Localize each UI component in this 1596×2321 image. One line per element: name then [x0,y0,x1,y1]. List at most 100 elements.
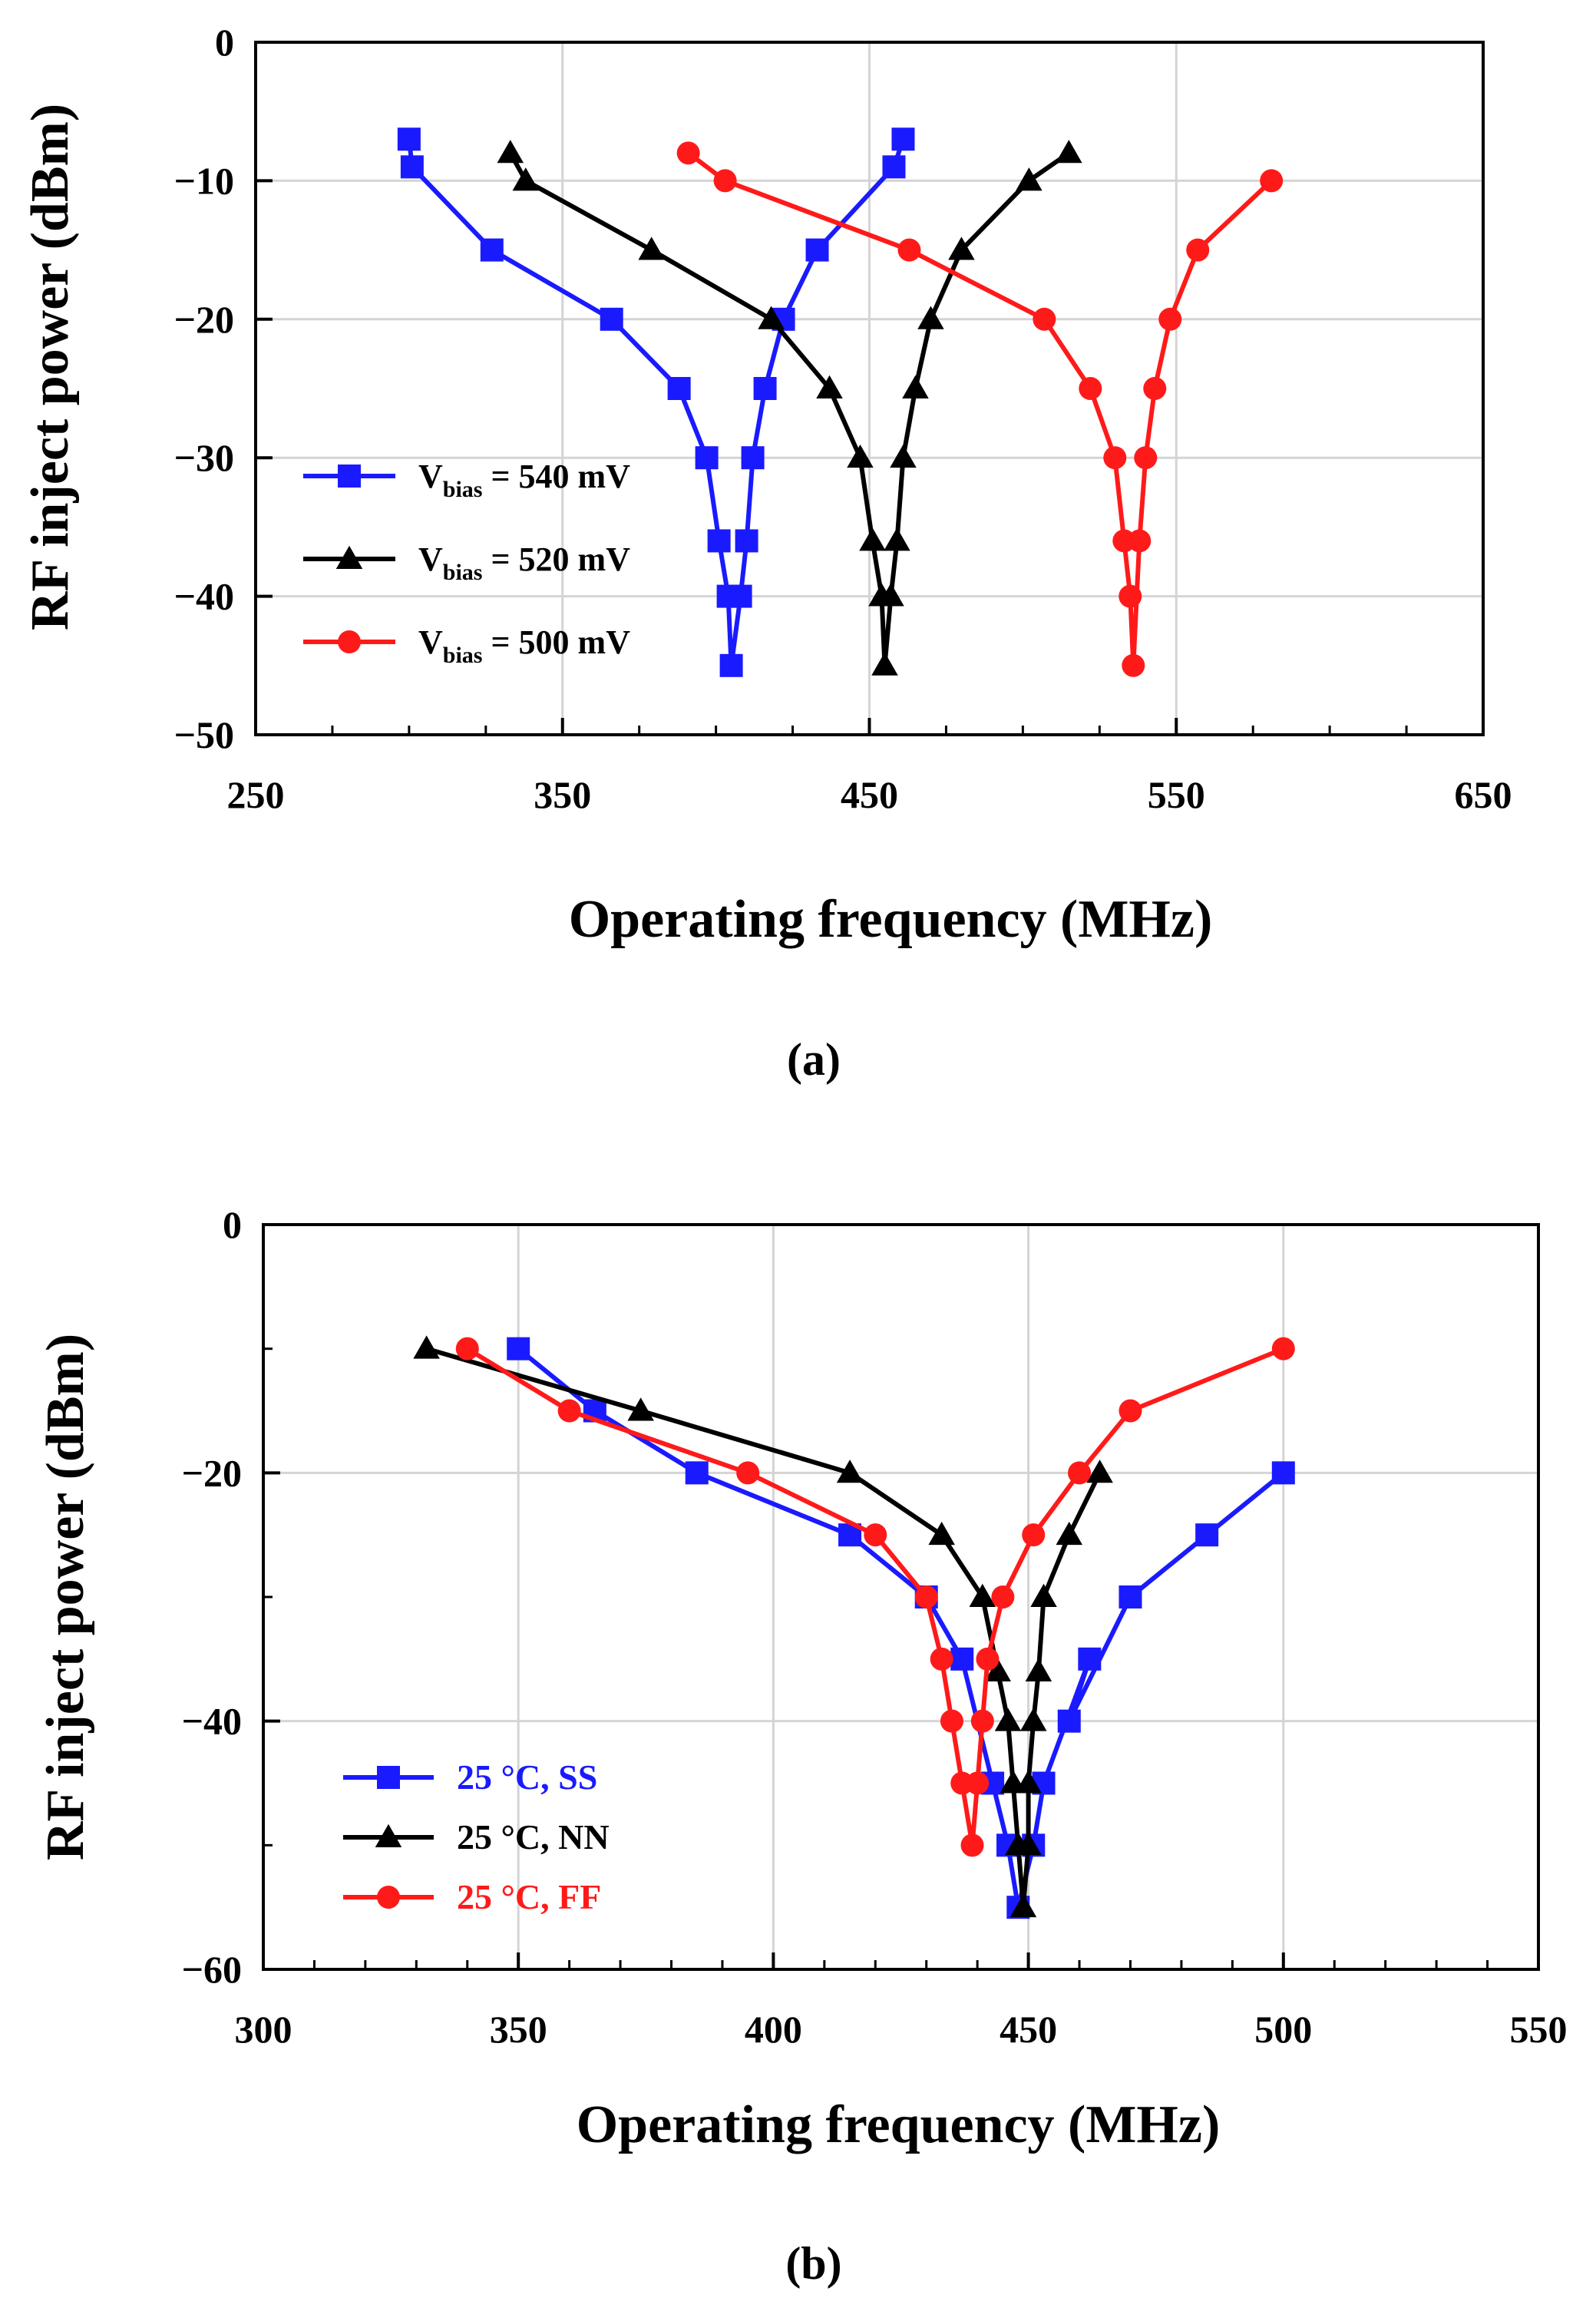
y-tick-label: −50 [174,713,235,756]
data-point [627,1397,654,1421]
legend-marker [335,545,363,569]
data-point [816,375,843,398]
series-3 [676,141,1284,677]
data-point [864,1523,887,1547]
x-axis-label-b: Operating frequency (MHz) [577,2095,1221,2154]
legend-entry: Vbias = 520 mV [303,541,630,585]
legend-label-main: 25 °C, SS [457,1757,597,1797]
data-point [890,444,917,468]
tick-labels-a: 250 350 450 550 650 0 −10 −20 −30 −40 −50 [174,21,1512,816]
data-point [930,1647,953,1671]
data-point [507,1337,530,1361]
data-point [805,238,829,262]
data-point [966,1771,990,1795]
data-point [736,1461,760,1485]
legend-entry: 25 °C, SS [343,1757,597,1797]
series-1 [507,1337,1295,1919]
data-point [557,1399,581,1423]
data-point [397,127,421,151]
legend-entry: Vbias = 500 mV [303,623,630,668]
legend-label-main: 25 °C, NN [457,1817,610,1856]
series-2 [497,140,1082,676]
legend-b: 25 °C, SS 25 °C, NN 25 °C, FF [343,1757,610,1916]
data-point [1015,1832,1042,1856]
data-point [1086,1460,1113,1483]
grid-b [263,1225,1538,1969]
data-point [741,446,765,470]
legend-label: Vbias = 500 mV [418,623,630,668]
data-point [1143,377,1167,400]
data-point [1030,1583,1057,1607]
y-tick-label: −20 [182,1451,243,1494]
data-point [713,169,737,193]
data-point [1271,1337,1295,1361]
data-point [1025,1658,1052,1681]
series-layer-b [413,1335,1295,1919]
ticks-b [262,1223,1540,1971]
legend-label-main: V [418,458,443,495]
legend-label-main: V [418,623,443,661]
legend-label: 25 °C, SS [457,1757,597,1797]
data-point [1033,307,1056,331]
legend-marker [338,630,361,653]
caption-b: (b) [785,2238,841,2289]
legend-label-rest: = 520 mV [482,541,630,578]
data-point [1022,1523,1046,1547]
data-point [667,377,691,400]
data-point [1119,584,1142,608]
data-point [969,1583,996,1607]
legend-marker [377,1886,400,1909]
data-point [1195,1523,1219,1547]
data-point [882,155,906,179]
data-point [1009,1893,1037,1918]
y-tick-label: 0 [215,21,234,64]
data-point [884,527,910,551]
chart-b: 300 350 400 450 500 550 0 −20 −40 −60 Operating f… [36,1203,1568,2289]
data-point [1056,140,1082,164]
data-point [707,529,731,553]
x-tick-label: 350 [534,773,591,816]
legend-entry: 25 °C, NN [343,1817,610,1856]
x-tick-label: 350 [490,2008,547,2051]
grid-a [256,42,1483,735]
series-3 [455,1337,1295,1857]
legend-label: 25 °C, FF [457,1877,601,1916]
x-tick-label: 300 [235,2008,292,2051]
data-point [877,583,904,607]
legend-label: 25 °C, NN [457,1817,610,1856]
data-point [1119,1399,1142,1423]
data-point [676,141,700,165]
data-point [1134,446,1158,470]
data-point [1015,1770,1042,1794]
data-point [753,377,777,400]
legend-label-subscript: bias [443,643,483,668]
y-tick-label: −40 [182,1700,243,1743]
data-point [836,1460,864,1483]
data-point [497,140,524,164]
data-point [685,1461,709,1485]
data-point [600,307,623,331]
data-point [970,1709,994,1733]
data-point [480,238,504,262]
series-2 [413,1335,1113,1918]
x-tick-label: 550 [1148,773,1205,816]
plot-frame-b [262,1223,1540,1971]
data-point [976,1647,1000,1671]
ticks-a [254,41,1485,736]
legend-entry: Vbias = 540 mV [303,458,630,502]
data-point [455,1337,479,1361]
data-point [1122,653,1145,677]
data-point [891,127,915,151]
data-point [928,1521,955,1546]
y-axis-label-b: RF inject power (dBm) [36,1334,95,1860]
data-point [512,167,540,191]
data-point [917,306,944,329]
data-point [719,653,743,677]
data-point [1260,169,1284,193]
data-point [950,1647,974,1671]
data-point [400,155,424,179]
x-tick-label: 500 [1254,2008,1312,2051]
data-point [991,1585,1015,1608]
